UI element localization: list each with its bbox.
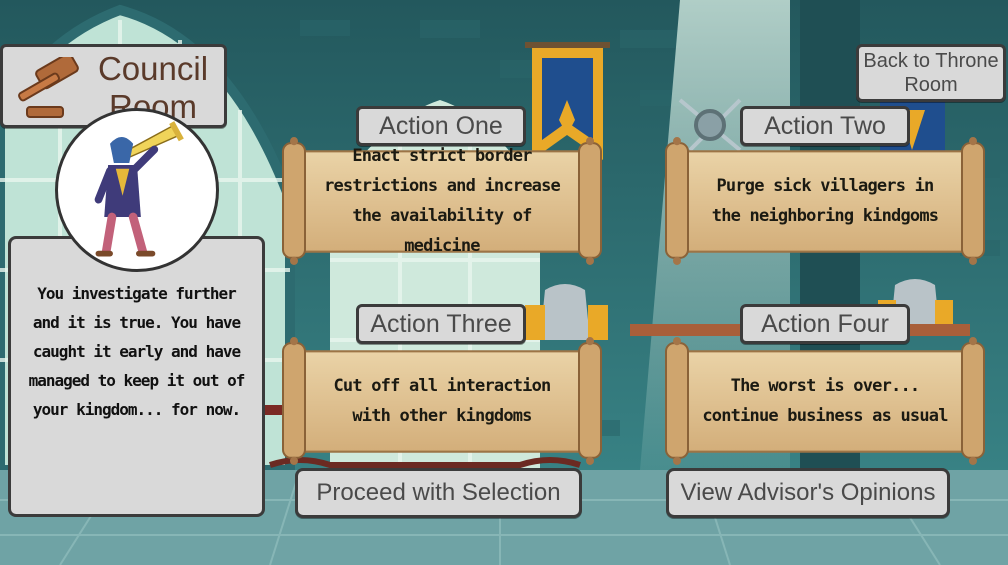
advisor-dialog-panel: You investigate further and it is true. … xyxy=(8,236,265,517)
back-to-throne-room-button[interactable]: Back to Throne Room xyxy=(856,44,1006,102)
advisor-message: You investigate further and it is true. … xyxy=(28,284,246,419)
back-button-label: Back to Throne Room xyxy=(863,50,999,96)
action-two-button[interactable]: Action Two xyxy=(740,106,910,146)
action-one-label: Action One xyxy=(379,112,503,140)
action-four-text: The worst is over... continue business a… xyxy=(702,376,948,426)
action-three-text: Cut off all interaction with other kingd… xyxy=(333,376,551,426)
advisor-portrait xyxy=(55,108,219,272)
page-title: Council Room xyxy=(97,50,209,125)
knight-armor-center xyxy=(525,284,608,340)
crossed-swords-decoration xyxy=(678,98,742,152)
action-three-button[interactable]: Action Three xyxy=(356,304,526,344)
action-one-text: Enact strict border restrictions and inc… xyxy=(324,146,561,256)
action-two-text: Purge sick villagers in the neighboring … xyxy=(711,176,939,226)
view-advisor-opinions-button[interactable]: View Advisor's Opinions xyxy=(666,468,950,518)
proceed-with-selection-button[interactable]: Proceed with Selection xyxy=(295,468,582,518)
action-four-button[interactable]: Action Four xyxy=(740,304,910,344)
action-three-label: Action Three xyxy=(370,310,512,338)
gavel-icon xyxy=(18,57,79,118)
herald-trumpeter-avatar xyxy=(94,121,184,257)
action-one-button[interactable]: Action One xyxy=(356,106,526,146)
banner-left xyxy=(525,42,610,160)
action-four-scroll[interactable]: The worst is over... continue business a… xyxy=(660,337,990,465)
action-four-label: Action Four xyxy=(761,310,889,338)
advisor-opinions-label: View Advisor's Opinions xyxy=(680,479,936,506)
action-one-scroll[interactable]: Enact strict border restrictions and inc… xyxy=(277,137,607,265)
action-two-scroll[interactable]: Purge sick villagers in the neighboring … xyxy=(660,137,990,265)
proceed-label: Proceed with Selection xyxy=(316,479,561,506)
action-three-scroll[interactable]: Cut off all interaction with other kingd… xyxy=(277,337,607,465)
action-two-label: Action Two xyxy=(764,112,886,140)
